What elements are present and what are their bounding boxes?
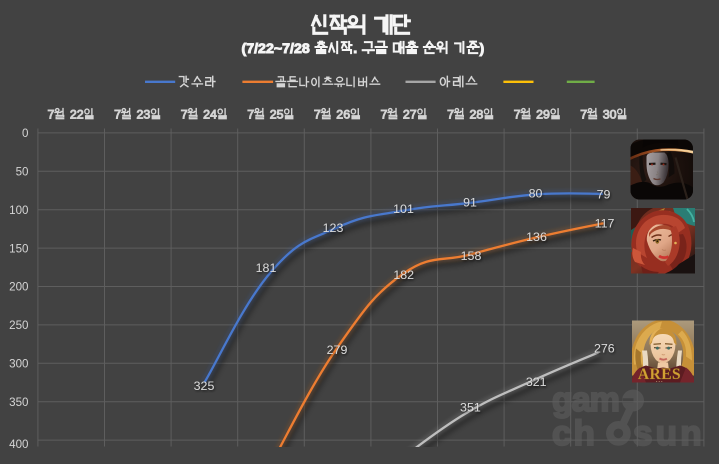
svg-text:7: 7	[114, 108, 121, 122]
svg-text:(7/22~7/28: (7/22~7/28	[242, 41, 310, 57]
svg-text:7: 7	[181, 108, 188, 122]
svg-text:325: 325	[194, 379, 215, 393]
svg-text:0: 0	[22, 127, 28, 140]
svg-text:50: 50	[16, 166, 29, 179]
svg-text:279: 279	[327, 343, 348, 357]
svg-text:•••: •••	[656, 379, 664, 383]
svg-text:7: 7	[381, 108, 388, 122]
svg-text:350: 350	[9, 396, 28, 409]
svg-text:158: 158	[461, 249, 482, 263]
svg-text:27: 27	[403, 108, 417, 122]
svg-text:ARES: ARES	[638, 366, 681, 383]
svg-text:gam: gam	[552, 381, 619, 419]
svg-text:250: 250	[9, 319, 28, 332]
svg-text:276: 276	[594, 342, 615, 356]
svg-text:30: 30	[603, 108, 617, 122]
svg-text:.: .	[353, 41, 357, 57]
svg-text:182: 182	[393, 268, 414, 282]
svg-text:400: 400	[9, 438, 28, 451]
svg-text:136: 136	[526, 230, 547, 244]
svg-text:24: 24	[203, 108, 217, 122]
svg-text:23: 23	[137, 108, 151, 122]
svg-text:7: 7	[447, 108, 454, 122]
svg-text:22: 22	[70, 108, 84, 122]
svg-text:): )	[480, 41, 485, 57]
svg-text:7: 7	[580, 108, 587, 122]
svg-text:80: 80	[529, 187, 543, 201]
svg-text:7: 7	[514, 108, 521, 122]
svg-text:100: 100	[9, 204, 28, 217]
svg-text:28: 28	[470, 108, 484, 122]
svg-text:26: 26	[336, 108, 350, 122]
svg-text:91: 91	[463, 196, 477, 210]
svg-text:101: 101	[393, 202, 414, 216]
svg-text:7: 7	[247, 108, 254, 122]
svg-text:29: 29	[536, 108, 550, 122]
svg-text:117: 117	[595, 217, 615, 231]
svg-text:351: 351	[460, 401, 481, 415]
svg-text:181: 181	[256, 261, 277, 275]
svg-text:321: 321	[526, 375, 547, 389]
svg-text:150: 150	[9, 242, 28, 255]
svg-text:7: 7	[48, 108, 55, 122]
svg-text:25: 25	[270, 108, 284, 122]
svg-text:200: 200	[9, 281, 28, 294]
svg-text:7: 7	[314, 108, 321, 122]
svg-text:123: 123	[323, 221, 344, 235]
svg-text:sun: sun	[633, 414, 705, 453]
svg-text:79: 79	[597, 188, 611, 202]
svg-text:ch: ch	[552, 414, 597, 453]
svg-text:300: 300	[9, 358, 28, 371]
